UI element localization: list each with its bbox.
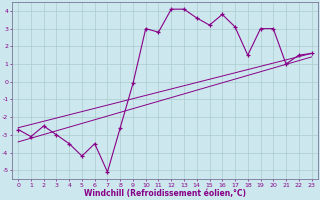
X-axis label: Windchill (Refroidissement éolien,°C): Windchill (Refroidissement éolien,°C) — [84, 189, 246, 198]
